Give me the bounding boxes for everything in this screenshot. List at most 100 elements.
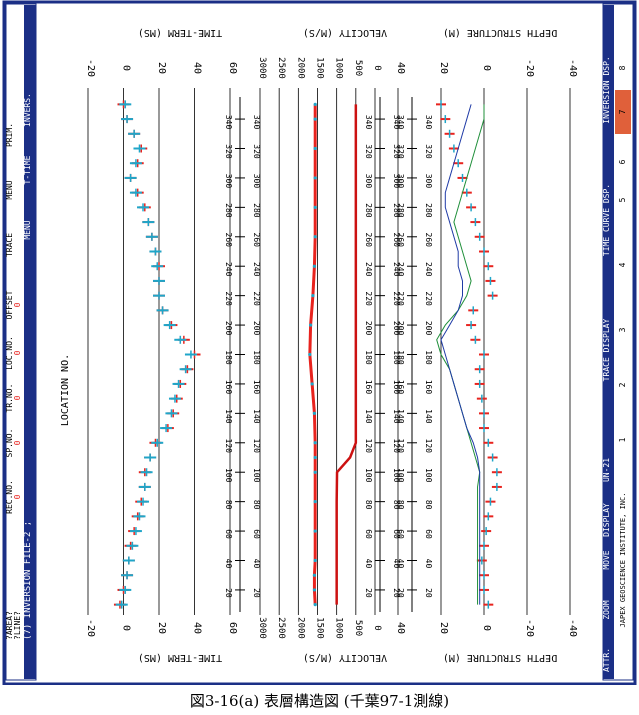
menu-mode-label: UN-21 (602, 458, 611, 482)
menu-number-8[interactable]: 8 (618, 65, 627, 70)
location-tick-label: 140 (364, 409, 373, 424)
velocity-point (313, 176, 317, 180)
timeterm-tick-bottom: 60 (227, 622, 238, 634)
velocity-point (313, 117, 317, 121)
location-tick-label: 220 (224, 291, 233, 306)
menu-number-7[interactable]: 7 (618, 109, 627, 114)
timeterm-tick-top: -20 (85, 59, 96, 77)
location-tick-label: 120 (424, 439, 433, 454)
menu-item-attr-[interactable]: ATTR. (602, 648, 611, 672)
location-tick-label: 20 (424, 588, 433, 598)
menu-active-cell[interactable] (615, 90, 631, 134)
timeterm-tick-bottom: -20 (85, 619, 96, 637)
depth-tick-top: 40 (395, 62, 406, 74)
location-tick-label: 120 (392, 439, 401, 454)
location-tick-label: 80 (396, 500, 405, 510)
menu-number-3[interactable]: 3 (618, 327, 627, 332)
location-tick-label: 20 (252, 588, 261, 598)
location-tick-label: 180 (396, 350, 405, 365)
menu-number-5[interactable]: 5 (618, 197, 627, 202)
location-tick-label: 180 (252, 350, 261, 365)
location-tick-label: 340 (424, 115, 433, 130)
location-tick-label: 40 (252, 559, 261, 569)
velocity-tick-top: 2500 (276, 57, 286, 79)
location-tick-label: 240 (364, 262, 373, 277)
line-label: ?LINE? (13, 611, 22, 640)
location-tick-label: 140 (396, 409, 405, 424)
location-tick-label: 120 (396, 439, 405, 454)
location-tick-label: 280 (252, 203, 261, 218)
location-tick-label: 180 (364, 350, 373, 365)
location-tick-label: 300 (364, 174, 373, 189)
header-field-6: MENU (5, 180, 14, 199)
location-tick-label: 200 (424, 321, 433, 336)
location-tick-label: 100 (396, 468, 405, 483)
location-tick-label: 180 (224, 350, 233, 365)
depth-tick-bottom: 40 (395, 622, 406, 634)
velocity-point (313, 146, 317, 151)
location-tick-label: 140 (424, 409, 433, 424)
menu-time-curve: TIME CURVE DSP. (602, 184, 611, 256)
location-tick-label: 80 (392, 500, 401, 510)
velocity-point (312, 588, 317, 592)
location-tick-label: 280 (224, 203, 233, 218)
header-value-1: 0 (13, 440, 22, 445)
velocity-point (310, 382, 314, 386)
velocity-point (312, 411, 317, 415)
timeterm-tick-top: 40 (192, 62, 203, 74)
location-tick-label: 100 (392, 468, 401, 483)
timeterm-tick-top: 20 (156, 62, 167, 74)
velocity-tick-bottom: 1000 (334, 617, 344, 639)
velocity-tick-bottom: 2500 (276, 617, 286, 639)
location-tick-label: 260 (424, 233, 433, 248)
window-frame (2, 0, 637, 685)
menu-number-6[interactable]: 6 (618, 159, 627, 164)
velocity-point (313, 102, 317, 106)
location-tick-label: 340 (224, 115, 233, 130)
header-strip (24, 5, 36, 679)
location-tick-label: 40 (424, 559, 433, 569)
header-value-4: 0 (13, 302, 22, 307)
velocity-point (312, 264, 317, 268)
location-tick-label: 120 (252, 439, 261, 454)
header-field-2: TR.NO. (5, 384, 14, 413)
location-tick-label: 60 (224, 529, 233, 539)
velocity-tick-top: 1000 (334, 57, 344, 79)
location-tick-label: 240 (252, 262, 261, 277)
velocity-tick-bottom: 1500 (315, 617, 325, 639)
velocity-tick-bottom: 2000 (295, 617, 305, 639)
velocity-point (308, 352, 312, 357)
location-tick-label: 100 (224, 468, 233, 483)
location-tick-label: 240 (392, 262, 401, 277)
location-tick-label: 340 (364, 115, 373, 130)
menu-number-1[interactable]: 1 (618, 437, 627, 442)
location-tick-label: 240 (396, 262, 405, 277)
location-tick-label: 340 (252, 115, 261, 130)
location-tick-label: 80 (364, 500, 373, 510)
depth-tick-bottom: 20 (438, 622, 449, 634)
location-tick-label: 320 (224, 144, 233, 159)
header-menu-item-1: T-TIME (23, 155, 32, 184)
timeterm-title-bottom: TIME-TERM (MS) (138, 652, 222, 663)
menu-number-2[interactable]: 2 (618, 382, 627, 387)
velocity-point (313, 500, 317, 504)
menu-item-move[interactable]: MOVE (602, 550, 611, 569)
location-tick-label: 80 (252, 500, 261, 510)
menu-item-zoom[interactable]: ZOOM (602, 600, 611, 619)
location-tick-label: 240 (224, 262, 233, 277)
location-tick-label: 340 (392, 115, 401, 130)
menu-number-4[interactable]: 4 (618, 262, 627, 267)
location-tick-label: 320 (396, 144, 405, 159)
velocity-point (313, 470, 317, 474)
header-field-0: REC.NO. (5, 480, 14, 514)
menu-item-display[interactable]: DISPLAY (602, 503, 611, 537)
header-value-3: 0 (13, 350, 22, 355)
location-tick-label: 100 (424, 468, 433, 483)
location-tick-label: 320 (392, 144, 401, 159)
location-tick-label: 100 (252, 468, 261, 483)
location-tick-label: 320 (364, 144, 373, 159)
location-tick-label: 300 (224, 174, 233, 189)
velocity-point (313, 441, 317, 445)
location-tick-label: 160 (252, 380, 261, 395)
location-tick-label: 60 (364, 529, 373, 539)
